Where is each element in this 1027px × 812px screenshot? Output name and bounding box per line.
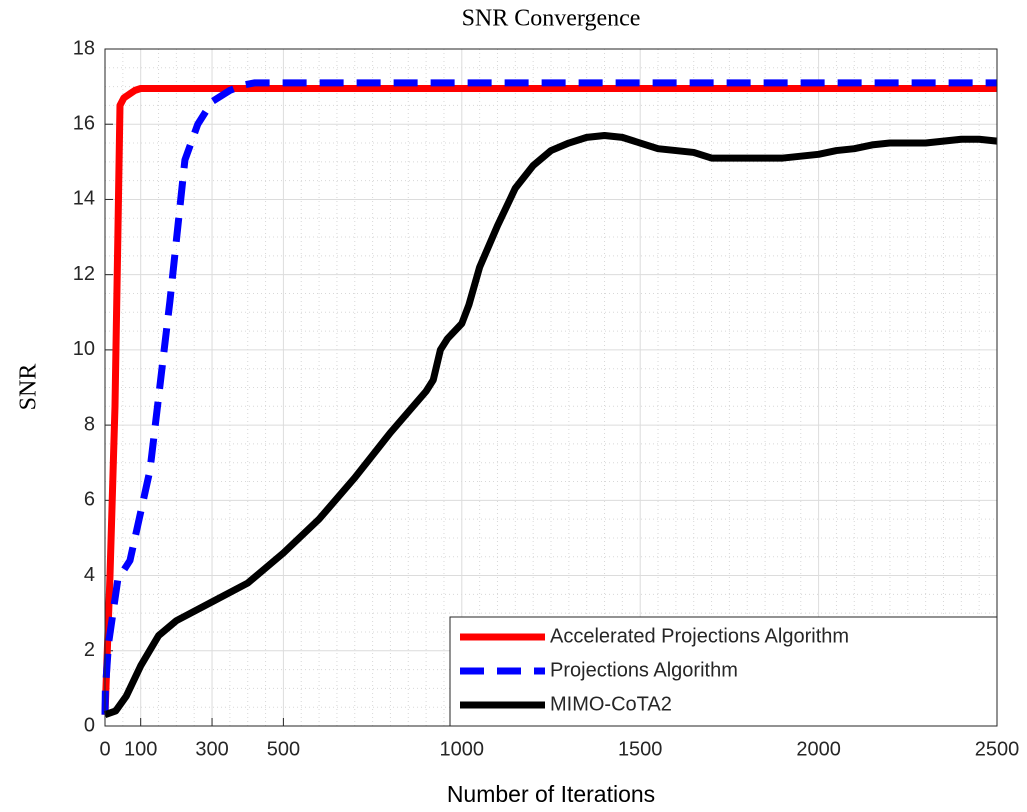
legend-label: Projections Algorithm: [550, 659, 738, 681]
x-tick-label: 2500: [975, 738, 1020, 760]
y-tick-label: 16: [73, 113, 95, 135]
y-tick-label: 8: [84, 413, 95, 435]
line-series: [103, 132, 998, 719]
y-tick-label: 6: [84, 489, 95, 511]
y-tick-label: 2: [84, 639, 95, 661]
y-tick-label: 18: [73, 37, 95, 59]
chart-title: SNR Convergence: [462, 6, 641, 32]
x-axis-label: Number of Iterations: [447, 781, 655, 807]
y-tick-label: 0: [84, 714, 95, 736]
legend-label: Accelerated Projections Algorithm: [550, 625, 849, 647]
y-tick-label: 10: [73, 338, 95, 360]
line-series: [101, 84, 997, 715]
y-tick-label: 12: [73, 263, 95, 285]
x-tick-label: 0: [99, 738, 110, 760]
y-tick-label: 14: [73, 188, 95, 210]
x-tick-label: 1500: [618, 738, 663, 760]
x-tick-label: 2000: [796, 738, 841, 760]
y-tick-label: 4: [84, 564, 95, 586]
y-axis-label: SNR: [16, 364, 42, 411]
x-tick-label: 100: [124, 738, 157, 760]
x-tick-label: 1000: [440, 738, 485, 760]
legend-label: MIMO-CoTA2: [550, 693, 672, 715]
legend: Accelerated Projections Algorithm Project…: [449, 616, 998, 727]
x-tick-label: 300: [195, 738, 228, 760]
line-series: [101, 79, 997, 715]
x-tick-label: 500: [267, 738, 300, 760]
